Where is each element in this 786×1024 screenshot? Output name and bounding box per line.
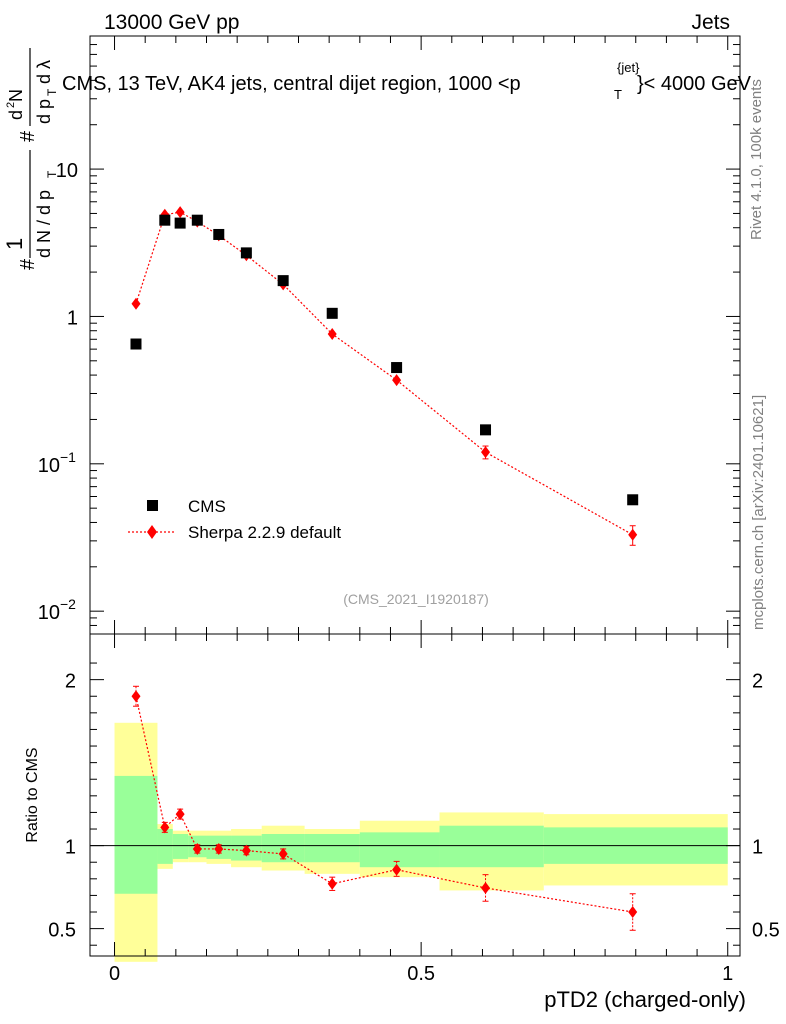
ratio-y-tick-label: 2 bbox=[752, 671, 763, 693]
svg-text:2: 2 bbox=[5, 102, 17, 108]
main-frame bbox=[89, 35, 741, 635]
main-y-tick-label: 10 bbox=[38, 455, 60, 477]
uncertainty-band-inner bbox=[359, 832, 440, 868]
cms-point bbox=[191, 214, 203, 226]
legend-sherpa-label: Sherpa 2.2.9 default bbox=[188, 523, 341, 542]
ratio-point bbox=[214, 842, 224, 855]
title-main: CMS, 13 TeV, AK4 jets, central dijet reg… bbox=[62, 73, 521, 95]
main-y-tick-label: 10 bbox=[38, 602, 60, 624]
analysis-watermark: (CMS_2021_I1920187) bbox=[343, 591, 489, 607]
uncertainty-band-inner bbox=[114, 775, 158, 894]
ratio-point bbox=[192, 842, 202, 855]
legend-cms-marker bbox=[147, 500, 158, 511]
sherpa-point bbox=[392, 374, 402, 387]
cms-point bbox=[391, 362, 403, 374]
ratio-frame bbox=[89, 633, 741, 957]
ratio-point bbox=[628, 906, 638, 919]
main-y-axis-label: # 1 d N / d p T # d 2 N d p T d λ bbox=[2, 48, 59, 270]
ratio-y-tick-label: 0.5 bbox=[752, 920, 780, 942]
title-tail: }< 4000 GeV bbox=[637, 73, 752, 95]
sherpa-point bbox=[327, 328, 337, 341]
svg-text:T: T bbox=[45, 170, 59, 178]
cms-point bbox=[174, 217, 186, 229]
ratio-series-line bbox=[135, 696, 633, 913]
sherpa-point bbox=[481, 446, 491, 459]
svg-text:T: T bbox=[45, 88, 59, 96]
svg-text:#: # bbox=[17, 130, 39, 142]
sherpa-point bbox=[628, 528, 638, 541]
cms-point bbox=[326, 307, 338, 319]
title-superscript: {jet} bbox=[617, 60, 640, 75]
rivet-version-label: Rivet 4.1.0, 100k events bbox=[748, 79, 765, 240]
ratio-point bbox=[175, 808, 185, 821]
ratio-y-axis-label: Ratio to CMS bbox=[24, 747, 41, 842]
cms-point bbox=[159, 214, 171, 226]
sherpa-point bbox=[175, 206, 185, 219]
ratio-y-tick-label: 0.5 bbox=[48, 920, 76, 942]
svg-text:d p: d p bbox=[34, 99, 54, 124]
uncertainty-band-inner bbox=[304, 834, 360, 863]
ratio-panel: 0.5 0.5 1 1 2 2 0 0.5 1 bbox=[48, 633, 780, 985]
uncertainty-band-inner bbox=[439, 825, 544, 868]
ratio-y-tick-label: 1 bbox=[65, 837, 76, 859]
cms-point bbox=[480, 424, 492, 436]
collision-label: 13000 GeV pp bbox=[104, 11, 239, 34]
title-subscript: T bbox=[614, 87, 622, 102]
ratio-point bbox=[392, 863, 402, 876]
plot-title: CMS, 13 TeV, AK4 jets, central dijet reg… bbox=[62, 60, 752, 102]
ratio-y-tick-label: 2 bbox=[65, 671, 76, 693]
uncertainty-band-inner bbox=[157, 829, 173, 864]
main-y-tick-exponent: −2 bbox=[60, 596, 76, 612]
x-axis-label: pTD2 (charged-only) bbox=[544, 987, 746, 1012]
legend: CMS Sherpa 2.2.9 default bbox=[128, 497, 341, 542]
category-label: Jets bbox=[691, 11, 730, 34]
cms-point bbox=[240, 247, 252, 259]
main-y-tick-label: 1 bbox=[67, 307, 78, 329]
svg-text:#: # bbox=[17, 258, 39, 270]
ratio-point bbox=[481, 881, 491, 894]
cms-point bbox=[627, 494, 639, 506]
cms-point bbox=[213, 228, 225, 240]
cms-point bbox=[277, 275, 289, 287]
cms-point bbox=[130, 338, 142, 350]
svg-text:d: d bbox=[6, 110, 26, 120]
legend-sherpa-marker bbox=[147, 525, 157, 539]
ratio-point bbox=[131, 690, 141, 703]
ratio-point bbox=[241, 844, 251, 857]
sherpa-series-line bbox=[135, 211, 633, 536]
mcplots-label: mcplots.cern.ch [arXiv:2401.10621] bbox=[750, 395, 767, 630]
svg-text:d λ: d λ bbox=[34, 60, 54, 84]
ratio-point bbox=[278, 847, 288, 860]
main-y-tick-exponent: −1 bbox=[60, 449, 76, 465]
legend-cms-label: CMS bbox=[188, 497, 226, 516]
ratio-point bbox=[160, 821, 170, 834]
ratio-point bbox=[327, 877, 337, 890]
ratio-y-tick-label: 1 bbox=[752, 837, 763, 859]
svg-text:CMS, 13 TeV, AK4 jets, central: CMS, 13 TeV, AK4 jets, central dijet reg… bbox=[62, 73, 521, 95]
sherpa-point bbox=[131, 297, 141, 310]
main-y-tick-label: 10 bbox=[56, 160, 78, 182]
x-tick-label: 0.5 bbox=[407, 963, 435, 985]
uncertainty-band-inner bbox=[172, 834, 189, 859]
x-tick-label: 0 bbox=[109, 963, 120, 985]
svg-text:d N / d p: d N / d p bbox=[34, 190, 54, 258]
svg-text:N: N bbox=[6, 89, 26, 102]
x-tick-label: 1 bbox=[722, 963, 733, 985]
svg-text:1: 1 bbox=[2, 238, 27, 250]
